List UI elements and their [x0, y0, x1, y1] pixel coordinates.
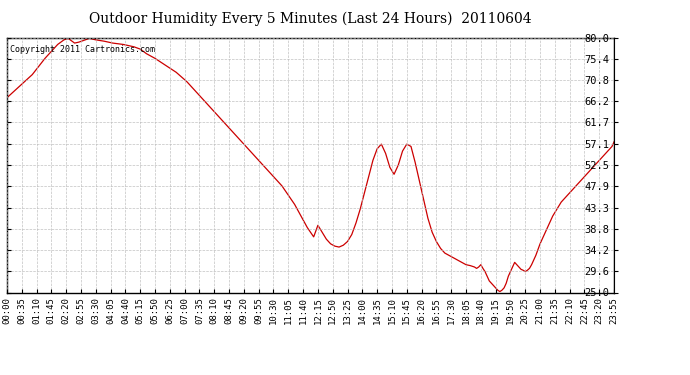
Text: Copyright 2011 Cartronics.com: Copyright 2011 Cartronics.com	[10, 45, 155, 54]
Text: Outdoor Humidity Every 5 Minutes (Last 24 Hours)  20110604: Outdoor Humidity Every 5 Minutes (Last 2…	[89, 11, 532, 26]
